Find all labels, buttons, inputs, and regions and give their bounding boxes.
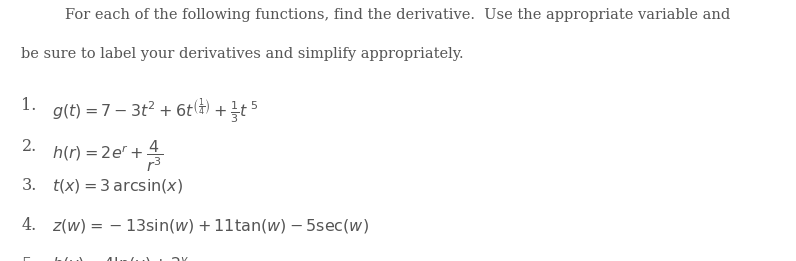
Text: For each of the following functions, find the derivative.  Use the appropriate v: For each of the following functions, fin… (65, 8, 731, 22)
Text: $z(w) = -13\sin(w) + 11\tan(w) - 5\sec(w)$: $z(w) = -13\sin(w) + 11\tan(w) - 5\sec(w… (52, 217, 369, 235)
Text: $h(r) = 2e^{r} + \dfrac{4}{r^3}$: $h(r) = 2e^{r} + \dfrac{4}{r^3}$ (52, 138, 163, 174)
Text: $g(t) = 7 - 3t^2 + 6t^{\left(\frac{1}{4}\right)} + \frac{1}{3}t^{\ 5}$: $g(t) = 7 - 3t^2 + 6t^{\left(\frac{1}{4}… (52, 97, 258, 126)
Text: $t(x) = 3\,\mathrm{arcsin}(x)$: $t(x) = 3\,\mathrm{arcsin}(x)$ (52, 177, 183, 195)
Text: 2.: 2. (21, 138, 37, 155)
Text: 4.: 4. (21, 217, 37, 234)
Text: $b(y) = 4\ln(y) + 2^{y}$: $b(y) = 4\ln(y) + 2^{y}$ (52, 256, 189, 261)
Text: 3.: 3. (21, 177, 37, 194)
Text: 1.: 1. (21, 97, 37, 114)
Text: be sure to label your derivatives and simplify appropriately.: be sure to label your derivatives and si… (21, 47, 464, 61)
Text: 5.: 5. (21, 256, 37, 261)
